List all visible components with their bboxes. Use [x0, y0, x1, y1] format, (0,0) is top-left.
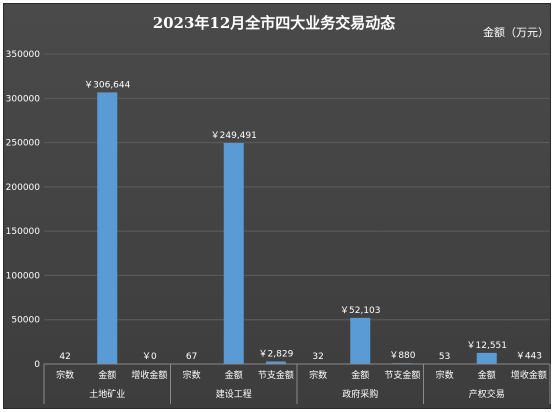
- chart-title: 2023年12月全市四大业务交易动态: [153, 14, 396, 32]
- y-tick-label: 250000: [6, 139, 41, 149]
- bar: [476, 352, 497, 364]
- data-label: ￥52,103: [340, 306, 381, 316]
- x-group-label: 土地矿业: [89, 388, 125, 400]
- bar: [223, 143, 244, 364]
- bar: [350, 317, 371, 364]
- y-tick-label: 100000: [6, 271, 41, 281]
- x-category-label: 节支金额: [258, 369, 294, 381]
- data-label: 53: [439, 352, 450, 362]
- x-category-label: 增收金额: [511, 369, 547, 381]
- y-tick-label: 300000: [6, 94, 41, 104]
- data-label: ￥249,491: [211, 131, 257, 141]
- x-category-label: 宗数: [309, 369, 327, 381]
- x-category-label: 金额: [98, 369, 116, 381]
- x-group-label: 政府采购: [342, 388, 378, 400]
- x-category-label: 宗数: [436, 369, 454, 381]
- data-label: ￥880: [389, 351, 415, 361]
- bar: [265, 361, 286, 364]
- x-group-label: 产权交易: [469, 388, 505, 400]
- y-tick-label: 350000: [6, 50, 41, 60]
- x-group-label: 建设工程: [216, 388, 252, 400]
- data-label: ￥2,829: [259, 349, 294, 359]
- bars: [55, 92, 539, 365]
- y-tick-label: 50000: [11, 316, 40, 326]
- y-tick-label: 0: [34, 360, 40, 370]
- unit-label: 金额（万元）: [483, 25, 549, 39]
- data-label: ￥443: [516, 352, 542, 362]
- chart-frame: 42 ￥306,644 ￥0 67 ￥249,491 ￥2,829 32 ￥52,103 ￥88…: [3, 3, 551, 409]
- gridlines: [44, 53, 550, 365]
- x-category-label: 宗数: [56, 369, 74, 381]
- bar-chart: 42 ￥306,644 ￥0 67 ￥249,491 ￥2,829 32 ￥52,103 ￥88…: [6, 14, 551, 404]
- x-category-label: 宗数: [183, 369, 201, 381]
- data-labels: 42 ￥306,644 ￥0 67 ￥249,491 ￥2,829 32 ￥52,103 ￥88…: [59, 80, 542, 362]
- x-category-label: 金额: [478, 369, 496, 381]
- data-label: 42: [59, 352, 70, 362]
- y-tick-label: 150000: [6, 227, 41, 237]
- data-label: 32: [312, 352, 323, 362]
- axes: 0 50000 100000 150000 200000 250000 300000 3500…: [6, 50, 551, 404]
- x-category-label: 节支金额: [384, 369, 420, 381]
- x-category-label: 增收金额: [131, 369, 167, 381]
- data-label: 67: [186, 352, 197, 362]
- data-label: ￥12,551: [467, 341, 508, 351]
- x-category-label: 金额: [225, 369, 243, 381]
- data-label: ￥0: [142, 352, 157, 362]
- bar: [97, 92, 118, 364]
- data-label: ￥306,644: [84, 80, 130, 90]
- x-category-label: 金额: [351, 369, 369, 381]
- y-tick-label: 200000: [6, 183, 41, 193]
